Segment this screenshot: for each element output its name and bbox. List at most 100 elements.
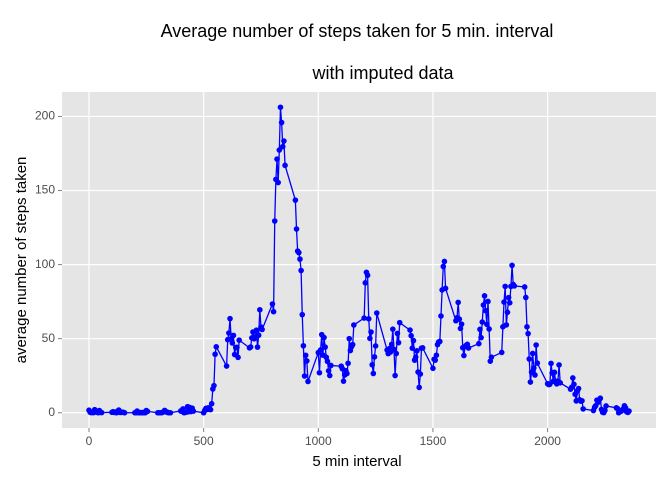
data-point [570,375,576,381]
data-point [292,197,299,203]
data-point [328,362,334,369]
data-point [485,298,491,305]
data-point [207,406,214,413]
y-axis-label: average number of steps taken [13,157,30,364]
data-point [346,335,353,342]
data-point [432,357,439,363]
data-point [324,358,331,365]
data-point [340,378,347,384]
data-point [533,342,539,348]
data-point [509,262,515,269]
data-point [410,337,417,344]
data-point [580,406,586,412]
data-point [282,162,288,169]
y-tick-label: 0 [48,405,55,419]
data-point [367,335,373,342]
data-point [394,330,401,337]
data-point [270,308,277,315]
data-point [480,302,487,308]
data-point [230,332,237,339]
data-point [556,362,562,368]
data-point [305,378,311,385]
data-point [349,341,356,348]
data-point [301,373,308,379]
data-point [511,283,518,289]
data-point [409,345,416,351]
data-point [365,316,372,322]
y-tick-label: 200 [35,109,55,123]
data-point [226,330,232,336]
data-point [321,334,327,341]
data-point [257,306,263,313]
data-point [276,147,283,153]
data-point [417,371,424,377]
data-point [234,344,240,351]
data-point [213,344,220,350]
data-point [279,143,286,150]
data-point [501,299,507,305]
data-point [370,370,377,377]
data-point [458,321,465,327]
data-point [440,263,447,270]
data-point [304,358,310,364]
data-point [498,349,505,356]
data-point [524,324,530,330]
data-point [441,258,448,265]
x-tick-label: 0 [86,434,93,448]
data-point [442,285,449,292]
data-point [526,356,533,362]
data-point [395,339,402,346]
data-point [345,360,351,367]
data-point [322,344,328,350]
data-point [503,322,510,328]
x-tick-label: 1500 [420,434,447,448]
data-point [482,307,489,314]
data-point [504,309,511,316]
y-tick-label: 150 [35,183,55,197]
data-point [277,104,284,111]
data-point [211,382,217,389]
data-point [361,315,367,321]
data-point [548,360,554,367]
data-point [255,332,262,339]
data-point [275,179,281,186]
y-tick-label: 50 [42,331,56,345]
data-point [223,363,230,369]
data-point [414,348,420,354]
data-point [274,156,280,162]
data-point [302,352,309,359]
data-point [408,332,414,339]
data-point [373,310,380,316]
data-point [597,395,604,402]
data-point [253,327,260,334]
x-tick-label: 2000 [534,434,561,448]
data-point [235,354,241,361]
data-point [532,372,538,378]
data-point [457,325,464,332]
data-point [299,311,306,318]
data-point [369,361,375,368]
data-point [476,340,482,347]
data-point [486,326,492,332]
data-point [98,409,105,416]
data-point [278,119,285,126]
data-point [167,409,174,416]
data-point [465,345,472,351]
data-point [368,329,374,335]
plot-panel [62,92,656,428]
data-point [455,299,461,306]
data-point [433,352,440,359]
chart-title: Average number of steps taken for 5 min.… [161,21,554,41]
data-point [534,360,541,366]
data-point [388,341,395,348]
data-point [316,369,323,376]
data-point [296,249,302,256]
data-point [412,354,419,360]
x-axis-label: 5 min interval [312,453,401,470]
data-point [488,354,495,360]
data-point [461,352,467,359]
data-point [317,347,324,353]
data-point [506,300,513,306]
data-point [190,408,197,414]
